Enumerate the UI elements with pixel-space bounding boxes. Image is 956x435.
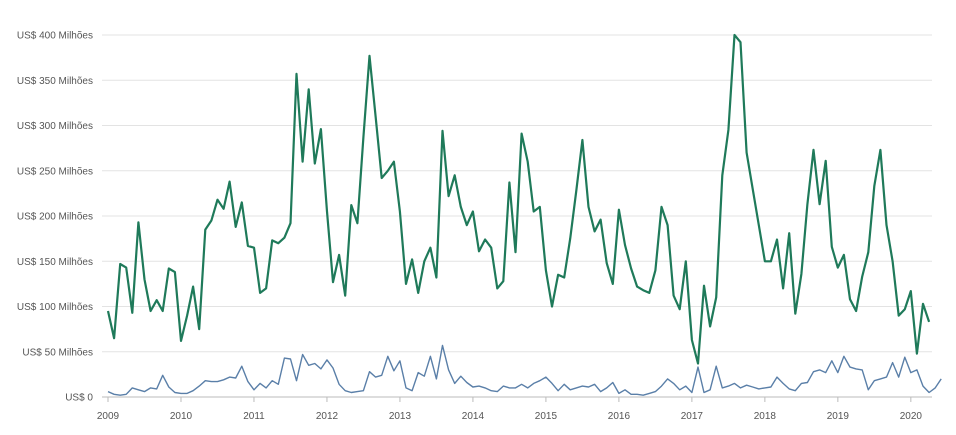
series-line-1 (106, 33, 931, 365)
y-tick-label: US$ 300 Milhões (17, 121, 93, 132)
x-tick-label: 2010 (170, 411, 193, 422)
x-tick-label: 2013 (389, 411, 412, 422)
x-axis-tick-labels: 2009 2010 2011 2012 2013 2014 2015 2016 2017 2018… (97, 411, 923, 422)
x-tick-label: 2011 (243, 411, 265, 422)
x-tick-label: 2018 (754, 411, 777, 422)
x-tick-label: 2016 (608, 411, 631, 422)
y-tick-label: US$ 400 Milhões (17, 31, 93, 42)
y-tick-label: US$ 250 Milhões (17, 166, 93, 177)
x-tick-label: 2012 (316, 411, 339, 422)
x-tick-label: 2017 (681, 411, 704, 422)
y-tick-label: US$ 0 (65, 393, 93, 404)
series-line-2 (107, 344, 942, 396)
y-tick-label: US$ 100 Milhões (17, 302, 93, 313)
x-tick-label: 2014 (462, 411, 485, 422)
x-tick-label: 2015 (535, 411, 558, 422)
x-tick-label: 2009 (97, 411, 120, 422)
x-tick-label: 2019 (827, 411, 850, 422)
y-tick-label: US$ 50 Milhões (22, 347, 93, 358)
x-tick-label: 2020 (900, 411, 923, 422)
y-tick-label: US$ 350 Milhões (17, 76, 93, 87)
y-tick-label: US$ 200 Milhões (17, 212, 93, 223)
series-lines (106, 33, 942, 396)
y-axis-tick-labels: US$ 0 US$ 50 Milhões US$ 100 Milhões US$ 15… (17, 31, 94, 404)
y-tick-label: US$ 150 Milhões (17, 257, 93, 268)
